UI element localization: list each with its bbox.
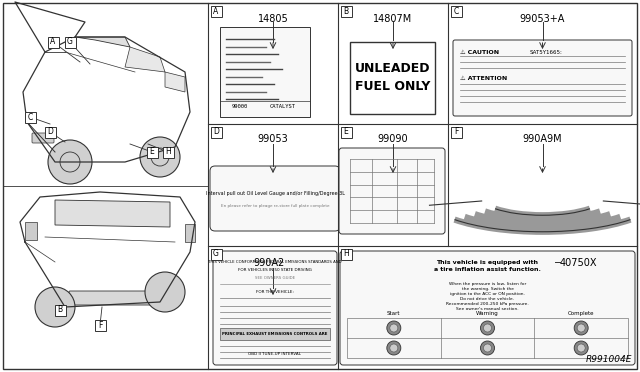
Text: Interval pull out Oil Level Gauge and/or Filling/Degree 3L: Interval pull out Oil Level Gauge and/or… bbox=[205, 191, 344, 196]
Circle shape bbox=[387, 341, 401, 355]
Text: 99000: 99000 bbox=[232, 105, 248, 109]
FancyBboxPatch shape bbox=[453, 40, 632, 116]
Bar bbox=[451, 6, 461, 16]
Bar bbox=[220, 27, 310, 117]
Bar bbox=[95, 320, 106, 330]
Text: ⚠ CAUTION: ⚠ CAUTION bbox=[460, 50, 499, 55]
Bar bbox=[65, 36, 76, 48]
Circle shape bbox=[140, 137, 180, 177]
Circle shape bbox=[145, 272, 185, 312]
Text: B: B bbox=[58, 305, 63, 314]
Text: THIS VEHICLE CONFORMS TO FEDERAL EMISSIONS STANDARDS AND: THIS VEHICLE CONFORMS TO FEDERAL EMISSIO… bbox=[208, 260, 342, 264]
FancyBboxPatch shape bbox=[32, 133, 54, 143]
Text: OBD II TUNE-UP INTERVAL: OBD II TUNE-UP INTERVAL bbox=[248, 352, 301, 356]
Bar bbox=[347, 318, 628, 358]
Bar bbox=[185, 224, 195, 242]
Text: F: F bbox=[454, 128, 458, 137]
FancyBboxPatch shape bbox=[210, 166, 340, 231]
Text: UNLEADED
FUEL ONLY: UNLEADED FUEL ONLY bbox=[355, 62, 431, 93]
Bar bbox=[340, 248, 351, 260]
Text: PRINCIPAL EXHAUST EMISSIONS CONTROLS ARE: PRINCIPAL EXHAUST EMISSIONS CONTROLS ARE bbox=[222, 332, 328, 336]
Text: Start: Start bbox=[387, 311, 401, 316]
Polygon shape bbox=[125, 47, 165, 72]
Circle shape bbox=[35, 287, 75, 327]
FancyBboxPatch shape bbox=[339, 148, 445, 234]
Bar bbox=[220, 328, 330, 340]
Polygon shape bbox=[165, 72, 185, 92]
Text: G: G bbox=[213, 250, 219, 259]
Text: CATALYST: CATALYST bbox=[270, 105, 296, 109]
Circle shape bbox=[390, 324, 398, 332]
FancyBboxPatch shape bbox=[213, 251, 337, 365]
Circle shape bbox=[483, 324, 492, 332]
Circle shape bbox=[387, 321, 401, 335]
Text: E: E bbox=[344, 128, 348, 137]
FancyBboxPatch shape bbox=[340, 251, 635, 365]
Text: Complete: Complete bbox=[568, 311, 595, 316]
Bar bbox=[340, 6, 351, 16]
Text: This vehicle is equipped with
a tire inflation assist function.: This vehicle is equipped with a tire inf… bbox=[434, 260, 541, 272]
Text: A: A bbox=[213, 6, 219, 16]
Text: 14805: 14805 bbox=[258, 14, 289, 24]
Text: H: H bbox=[343, 250, 349, 259]
Text: D: D bbox=[47, 128, 53, 137]
Circle shape bbox=[390, 344, 398, 352]
Text: SEE OWNERS GUIDE: SEE OWNERS GUIDE bbox=[255, 276, 295, 280]
FancyBboxPatch shape bbox=[69, 291, 151, 305]
Text: D: D bbox=[213, 128, 219, 137]
Bar bbox=[47, 36, 58, 48]
Bar bbox=[24, 112, 35, 122]
Bar bbox=[25, 222, 37, 240]
Circle shape bbox=[577, 344, 585, 352]
Text: Warning: Warning bbox=[476, 311, 499, 316]
Bar bbox=[163, 147, 173, 157]
Text: 14807M: 14807M bbox=[373, 14, 413, 24]
Bar bbox=[340, 126, 351, 138]
Text: En please refer to pleage re-store full plate complete: En please refer to pleage re-store full … bbox=[221, 203, 329, 208]
Text: R991004E: R991004E bbox=[586, 355, 632, 364]
Circle shape bbox=[481, 341, 495, 355]
Bar bbox=[350, 42, 435, 114]
Circle shape bbox=[577, 324, 585, 332]
Circle shape bbox=[574, 321, 588, 335]
Text: G: G bbox=[67, 38, 73, 46]
Polygon shape bbox=[75, 37, 130, 47]
Polygon shape bbox=[55, 200, 170, 227]
Bar bbox=[45, 126, 56, 138]
Text: E: E bbox=[150, 148, 154, 157]
Text: B: B bbox=[344, 6, 349, 16]
Bar bbox=[211, 126, 221, 138]
Text: 990A9M: 990A9M bbox=[523, 134, 563, 144]
Bar bbox=[451, 126, 461, 138]
Circle shape bbox=[48, 140, 92, 184]
Bar bbox=[54, 305, 65, 315]
Text: H: H bbox=[165, 148, 171, 157]
Text: C: C bbox=[453, 6, 459, 16]
Text: 99090: 99090 bbox=[378, 134, 408, 144]
Text: 99053: 99053 bbox=[258, 134, 289, 144]
Text: A: A bbox=[51, 38, 56, 46]
Circle shape bbox=[483, 344, 492, 352]
Text: FOR THE VEHICLE:: FOR THE VEHICLE: bbox=[256, 290, 294, 294]
Text: C: C bbox=[28, 112, 33, 122]
Text: FOR VEHICLES IN 50 STATE DRIVING: FOR VEHICLES IN 50 STATE DRIVING bbox=[238, 268, 312, 272]
Text: F: F bbox=[98, 321, 102, 330]
Text: 990A2: 990A2 bbox=[253, 258, 284, 268]
Circle shape bbox=[481, 321, 495, 335]
Text: SAT5Y1665:: SAT5Y1665: bbox=[530, 50, 563, 55]
Text: When the pressure is low, listen for
the warning. Switch the
ignition to the ACC: When the pressure is low, listen for the… bbox=[446, 282, 529, 311]
Bar bbox=[211, 248, 221, 260]
Text: ⚠ ATTENTION: ⚠ ATTENTION bbox=[460, 76, 508, 81]
Bar bbox=[211, 6, 221, 16]
Bar bbox=[147, 147, 157, 157]
Circle shape bbox=[574, 341, 588, 355]
Text: 99053+A: 99053+A bbox=[520, 14, 565, 24]
Text: 40750X: 40750X bbox=[560, 258, 598, 268]
